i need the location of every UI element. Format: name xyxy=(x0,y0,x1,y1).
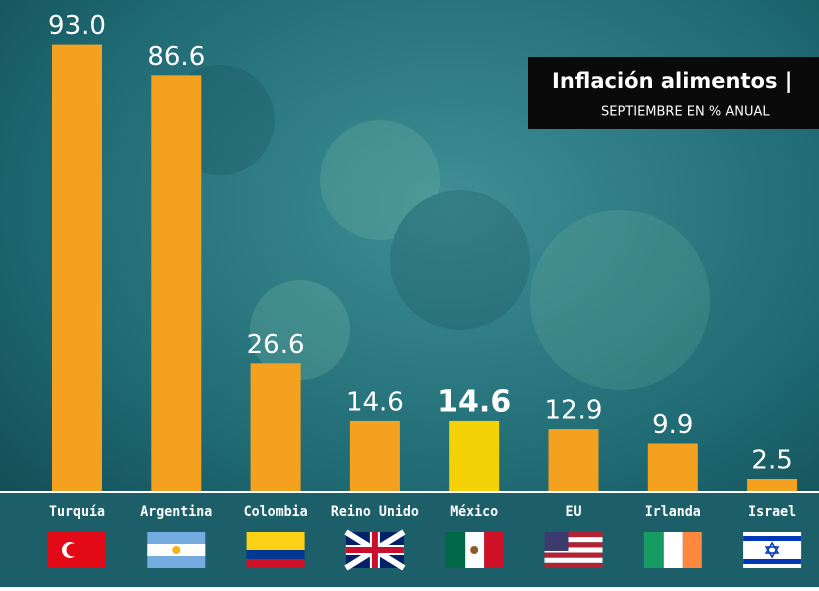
flag-part xyxy=(545,553,603,558)
category-label: Israel xyxy=(748,504,796,520)
flag-part xyxy=(545,563,603,568)
flag xyxy=(247,532,305,568)
value-label: 86.6 xyxy=(147,42,205,72)
flag xyxy=(147,532,205,568)
bar xyxy=(151,75,201,491)
flag xyxy=(48,532,106,568)
flag-part xyxy=(247,532,305,550)
flag xyxy=(545,532,603,568)
flag-part xyxy=(67,544,80,557)
flag-part xyxy=(247,559,305,568)
value-label: 93.0 xyxy=(48,11,106,41)
flag-part xyxy=(545,532,569,551)
flag-part xyxy=(247,550,305,559)
value-label: 9.9 xyxy=(652,410,693,440)
flag-part xyxy=(683,532,702,568)
category-label: EU xyxy=(566,504,582,520)
value-label: 14.6 xyxy=(346,387,404,417)
flag-part xyxy=(445,532,465,568)
bar xyxy=(648,443,698,491)
category-label: Argentina xyxy=(140,504,212,520)
flag-part xyxy=(484,532,503,568)
flag xyxy=(743,532,801,568)
category-label: Irlanda xyxy=(645,504,701,520)
flag xyxy=(644,532,702,568)
bar xyxy=(449,421,499,491)
page: Inflación alimentos | SEPTIEMBRE EN % AN… xyxy=(0,0,819,587)
value-label: 14.6 xyxy=(437,384,511,419)
category-label: Colombia xyxy=(244,504,308,520)
category-label: México xyxy=(450,504,498,520)
value-label: 26.6 xyxy=(247,330,305,360)
flag-part xyxy=(664,532,683,568)
category-label: Turquía xyxy=(49,504,105,520)
bar xyxy=(549,429,599,491)
value-label: 12.9 xyxy=(545,396,603,426)
flag-part xyxy=(172,546,180,554)
chart: Inflación alimentos | SEPTIEMBRE EN % AN… xyxy=(0,0,819,587)
flag xyxy=(346,532,404,568)
category-label: Reino Unido xyxy=(331,504,419,520)
flag-part xyxy=(470,546,478,554)
flag-part xyxy=(346,547,404,553)
flag xyxy=(445,532,503,568)
bar xyxy=(251,363,301,491)
flag-part xyxy=(743,559,801,564)
value-label: 2.5 xyxy=(751,446,792,476)
flag-part xyxy=(743,536,801,541)
bar xyxy=(747,479,797,491)
chart-title: Inflación alimentos | xyxy=(552,69,792,94)
bar xyxy=(350,421,400,491)
flag-part xyxy=(545,558,603,563)
chart-subtitle: SEPTIEMBRE EN % ANUAL xyxy=(601,105,770,120)
bar xyxy=(52,45,102,491)
flag-part xyxy=(644,532,664,568)
